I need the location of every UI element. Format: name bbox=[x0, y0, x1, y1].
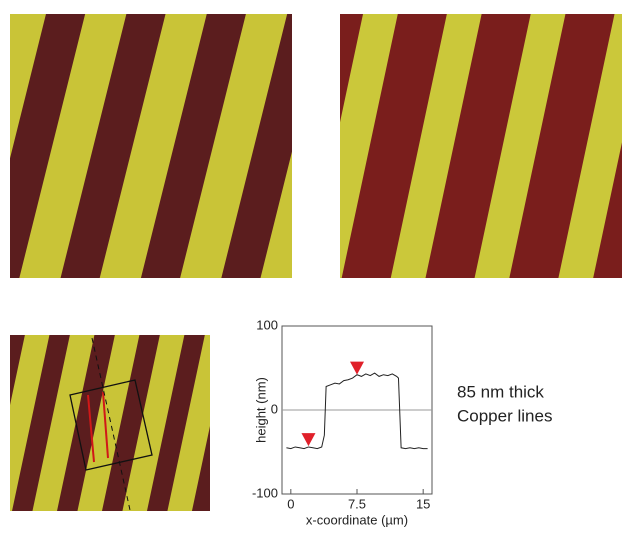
afm-image bbox=[10, 335, 210, 511]
y-axis-label: height (nm) bbox=[253, 377, 268, 443]
annotation: Copper lines bbox=[457, 406, 552, 425]
y-tick-label: -100 bbox=[252, 485, 278, 500]
y-tick-label: 100 bbox=[256, 317, 278, 332]
x-axis-label: x-coordinate (µm) bbox=[306, 512, 408, 527]
x-tick-label: 0 bbox=[287, 496, 294, 511]
figure: height (nm) x-coordinate (µm) 85 nm thic… bbox=[0, 0, 632, 537]
annotation: 85 nm thick bbox=[457, 382, 544, 401]
marker bbox=[350, 362, 364, 375]
page: {"chart_data": {"type": "line", "xlabel"… bbox=[0, 0, 632, 537]
marker bbox=[301, 433, 315, 446]
afm-image bbox=[10, 14, 292, 278]
x-tick-label: 15 bbox=[416, 496, 430, 511]
y-tick-label: 0 bbox=[271, 401, 278, 416]
x-tick-label: 7.5 bbox=[348, 496, 366, 511]
afm-image bbox=[340, 14, 622, 278]
